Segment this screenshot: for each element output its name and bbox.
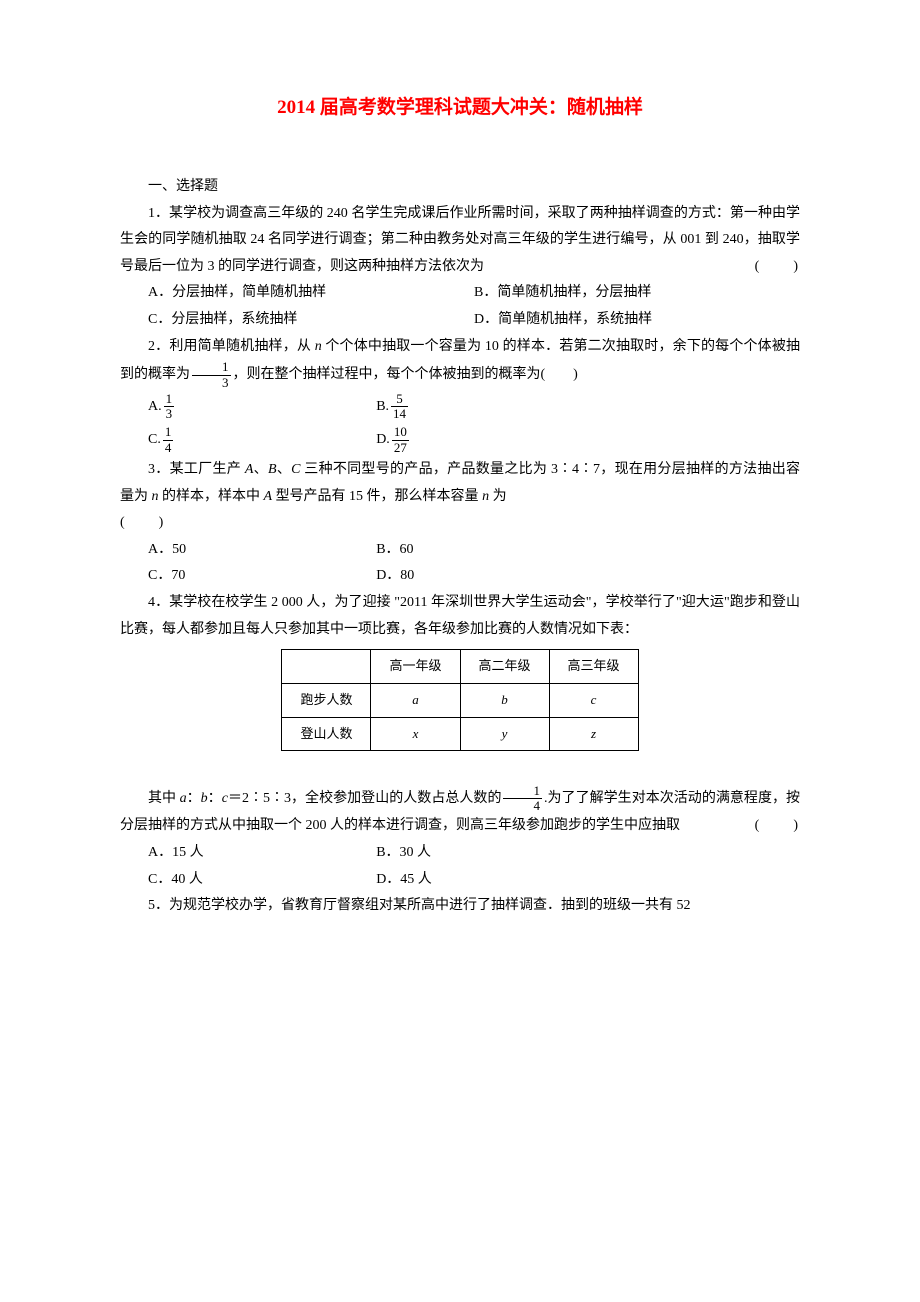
q3-A2: A [264, 489, 273, 504]
th-g2: 高二年级 [460, 650, 549, 684]
q2-a-den: 3 [164, 407, 175, 421]
table-row: 跑步人数 a b c [282, 683, 638, 717]
q3-t3: 的样本，样本中 [159, 489, 264, 504]
q2-c-frac: 14 [163, 425, 174, 455]
th-g3: 高三年级 [549, 650, 638, 684]
q4-table: 高一年级 高二年级 高三年级 跑步人数 a b c 登山人数 x y z [281, 649, 638, 751]
q3-t1: 3．某工厂生产 [148, 462, 245, 477]
q2-c-den: 4 [163, 441, 174, 455]
q4-choice-d: D．45 人 [376, 867, 604, 894]
q2-choice-d: D.1027 [376, 423, 604, 457]
q2-d-num: 10 [392, 425, 409, 440]
q3-choice-c: C．70 [148, 563, 376, 590]
q2-t3: ，则在整个抽样过程中，每个个体被抽到的概率为( ) [233, 367, 578, 382]
q4-choices-row1: A．15 人 B．30 人 [120, 840, 800, 867]
q2-d-den: 27 [392, 441, 409, 455]
th-g1: 高一年级 [371, 650, 460, 684]
q2-choice-b: B.514 [376, 390, 604, 424]
q2-frac1-den: 3 [192, 376, 231, 390]
td-run-label: 跑步人数 [282, 683, 371, 717]
q4-choice-b: B．30 人 [376, 840, 604, 867]
page-title: 2014 届高考数学理科试题大冲关：随机抽样 [120, 90, 800, 126]
q2-a-frac: 13 [164, 392, 175, 422]
td-climb-label: 登山人数 [282, 717, 371, 751]
q1-choice-d: D．简单随机抽样，系统抽样 [474, 307, 800, 334]
q3-choice-d: D．80 [376, 563, 604, 590]
q1-choices-row2: C．分层抽样，系统抽样 D．简单随机抽样，系统抽样 [120, 307, 800, 334]
q4-ratio: ＝2∶5∶3，全校参加登山的人数占总人数的 [228, 791, 502, 806]
td-z: z [549, 717, 638, 751]
q4-paren: ( ) [727, 813, 800, 840]
q2-b-num: 5 [391, 392, 408, 407]
q4-a: a [180, 791, 187, 806]
q4-frac: 14 [503, 784, 542, 814]
q3-t4: 型号产品有 15 件，那么样本容量 [272, 489, 482, 504]
q2-a-num: 1 [164, 392, 175, 407]
td-c: c [549, 683, 638, 717]
q1-stem: 1．某学校为调查高三年级的 240 名学生完成课后作业所需时间，采取了两种抽样调… [120, 201, 800, 281]
q2-c-num: 1 [163, 425, 174, 440]
q3-B: B [268, 462, 277, 477]
q2-d-label: D. [376, 432, 390, 447]
q3-s2: 、 [277, 462, 292, 477]
q4-stem1: 4．某学校在校学生 2 000 人，为了迎接 "2011 年深圳世界大学生运动会… [120, 590, 800, 643]
section-heading: 一、选择题 [120, 174, 800, 201]
q3-paren-line: ( ) [120, 510, 800, 537]
q2-choice-c: C.14 [148, 423, 376, 457]
q2-b-den: 14 [391, 407, 408, 421]
q4-c1: ： [187, 791, 201, 806]
q2-b-label: B. [376, 399, 389, 414]
q3-s1: 、 [253, 462, 268, 477]
q1-text: 1．某学校为调查高三年级的 240 名学生完成课后作业所需时间，采取了两种抽样调… [120, 206, 800, 274]
q2-choice-a: A.13 [148, 390, 376, 424]
q4-choice-a: A．15 人 [148, 840, 376, 867]
table-row: 登山人数 x y z [282, 717, 638, 751]
q3-n2: n [482, 489, 489, 504]
q2-choices-row2: C.14 D.1027 [120, 423, 800, 457]
q2-a-label: A. [148, 399, 162, 414]
q4-frac-num: 1 [503, 784, 542, 799]
q2-frac1-num: 1 [192, 360, 231, 375]
q3-paren: ( ) [120, 515, 165, 530]
q4-t1: 其中 [148, 791, 180, 806]
q3-stem: 3．某工厂生产 A、B、C 三种不同型号的产品，产品数量之比为 3∶4∶7，现在… [120, 457, 800, 510]
q3-t5: 为 [489, 489, 507, 504]
q1-paren: ( ) [727, 254, 800, 281]
q4-frac-den: 4 [503, 799, 542, 813]
q2-t1: 2．利用简单随机抽样，从 [148, 339, 315, 354]
table-row: 高一年级 高二年级 高三年级 [282, 650, 638, 684]
q1-choices: A．分层抽样，简单随机抽样 B．简单随机抽样，分层抽样 [120, 280, 800, 307]
q3-choices-row2: C．70 D．80 [120, 563, 800, 590]
q1-choice-a: A．分层抽样，简单随机抽样 [148, 280, 474, 307]
q2-d-frac: 1027 [392, 425, 409, 455]
q1-choice-b: B．简单随机抽样，分层抽样 [474, 280, 800, 307]
q4-choices-row2: C．40 人 D．45 人 [120, 867, 800, 894]
q2-frac1: 13 [192, 360, 231, 390]
q3-choice-a: A．50 [148, 537, 376, 564]
q1-choice-c: C．分层抽样，系统抽样 [148, 307, 474, 334]
q3-choices-row1: A．50 B．60 [120, 537, 800, 564]
q4-choice-c: C．40 人 [148, 867, 376, 894]
q4-c2: ： [208, 791, 222, 806]
td-a: a [371, 683, 460, 717]
document-page: 2014 届高考数学理科试题大冲关：随机抽样 一、选择题 1．某学校为调查高三年… [0, 0, 920, 1302]
q2-stem: 2．利用简单随机抽样，从 n 个个体中抽取一个容量为 10 的样本．若第二次抽取… [120, 334, 800, 390]
q2-choices-row1: A.13 B.514 [120, 390, 800, 424]
q2-b-frac: 514 [391, 392, 408, 422]
q2-n: n [315, 339, 322, 354]
q3-n1: n [152, 489, 159, 504]
q4-b: b [201, 791, 208, 806]
td-b: b [460, 683, 549, 717]
q4-stem2: 其中 a：b：c＝2∶5∶3，全校参加登山的人数占总人数的14.为了了解学生对本… [120, 784, 800, 840]
q2-c-label: C. [148, 432, 161, 447]
th-blank [282, 650, 371, 684]
q3-choice-b: B．60 [376, 537, 604, 564]
td-y: y [460, 717, 549, 751]
td-x: x [371, 717, 460, 751]
q5-stem: 5．为规范学校办学，省教育厅督察组对某所高中进行了抽样调查．抽到的班级一共有 5… [120, 893, 800, 920]
